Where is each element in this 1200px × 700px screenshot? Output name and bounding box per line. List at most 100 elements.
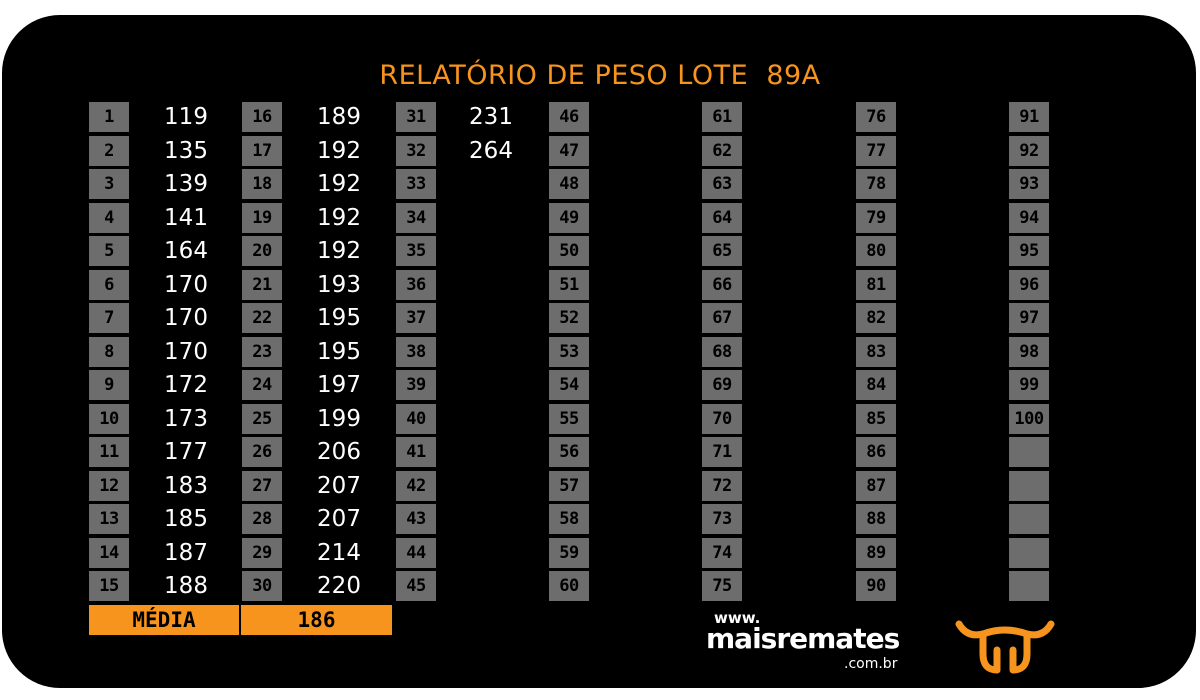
index-cell: 33 — [396, 169, 436, 199]
weight-value: 177 — [164, 439, 208, 465]
index-cell: 87 — [856, 471, 896, 501]
index-cell: 5 — [89, 236, 129, 266]
weight-value: 141 — [164, 205, 208, 231]
average-value: 186 — [241, 605, 392, 635]
index-cell: 29 — [242, 538, 282, 568]
index-cell: 74 — [702, 538, 742, 568]
weight-value: 139 — [164, 171, 208, 197]
index-cell: 79 — [856, 203, 896, 233]
index-cell: 36 — [396, 270, 436, 300]
index-cell: 12 — [89, 471, 129, 501]
average-label: MÉDIA — [89, 605, 239, 635]
report-title: RELATÓRIO DE PESO LOTE 89A — [379, 60, 821, 91]
index-cell: 77 — [856, 136, 896, 166]
index-cell: 63 — [702, 169, 742, 199]
index-cell: 35 — [396, 236, 436, 266]
weight-value: 172 — [164, 372, 208, 398]
weight-value: 189 — [317, 104, 361, 130]
index-cell: 69 — [702, 370, 742, 400]
index-cell: 73 — [702, 504, 742, 534]
empty-index-cell — [1009, 437, 1049, 467]
logo-www: www. — [714, 609, 761, 627]
index-cell: 76 — [856, 102, 896, 132]
index-cell: 38 — [396, 337, 436, 367]
index-cell: 3 — [89, 169, 129, 199]
index-cell: 80 — [856, 236, 896, 266]
index-cell: 43 — [396, 504, 436, 534]
weight-value: 119 — [164, 104, 208, 130]
index-cell: 15 — [89, 571, 129, 601]
index-cell: 21 — [242, 270, 282, 300]
index-cell: 99 — [1009, 370, 1049, 400]
index-cell: 66 — [702, 270, 742, 300]
index-cell: 51 — [549, 270, 589, 300]
index-cell: 72 — [702, 471, 742, 501]
empty-index-cell — [1009, 471, 1049, 501]
index-cell: 89 — [856, 538, 896, 568]
index-cell: 45 — [396, 571, 436, 601]
index-cell: 6 — [89, 270, 129, 300]
index-cell: 71 — [702, 437, 742, 467]
weight-value: 214 — [317, 540, 361, 566]
weight-value: 207 — [317, 506, 361, 532]
index-cell: 92 — [1009, 136, 1049, 166]
index-cell: 42 — [396, 471, 436, 501]
empty-index-cell — [1009, 538, 1049, 568]
index-cell: 28 — [242, 504, 282, 534]
index-cell: 1 — [89, 102, 129, 132]
weight-value: 197 — [317, 372, 361, 398]
weight-value: 170 — [164, 305, 208, 331]
index-cell: 96 — [1009, 270, 1049, 300]
index-cell: 95 — [1009, 236, 1049, 266]
index-cell: 46 — [549, 102, 589, 132]
index-cell: 75 — [702, 571, 742, 601]
index-cell: 91 — [1009, 102, 1049, 132]
index-cell: 39 — [396, 370, 436, 400]
weight-value: 192 — [317, 138, 361, 164]
index-cell: 90 — [856, 571, 896, 601]
index-cell: 22 — [242, 303, 282, 333]
index-cell: 57 — [549, 471, 589, 501]
index-cell: 81 — [856, 270, 896, 300]
weight-value: 170 — [164, 339, 208, 365]
weight-value: 192 — [317, 238, 361, 264]
weight-value: 192 — [317, 205, 361, 231]
logo-domain: .com.br — [844, 656, 898, 672]
index-cell: 34 — [396, 203, 436, 233]
index-cell: 62 — [702, 136, 742, 166]
index-cell: 86 — [856, 437, 896, 467]
index-cell: 68 — [702, 337, 742, 367]
index-cell: 37 — [396, 303, 436, 333]
index-cell: 26 — [242, 437, 282, 467]
index-cell: 52 — [549, 303, 589, 333]
index-cell: 84 — [856, 370, 896, 400]
index-cell: 41 — [396, 437, 436, 467]
index-cell: 40 — [396, 404, 436, 434]
index-cell: 60 — [549, 571, 589, 601]
index-cell: 18 — [242, 169, 282, 199]
index-cell: 32 — [396, 136, 436, 166]
index-cell: 85 — [856, 404, 896, 434]
weight-value: 183 — [164, 473, 208, 499]
weight-value: 220 — [317, 573, 361, 599]
index-cell: 83 — [856, 337, 896, 367]
index-cell: 53 — [549, 337, 589, 367]
index-cell: 27 — [242, 471, 282, 501]
weight-value: 164 — [164, 238, 208, 264]
index-cell: 24 — [242, 370, 282, 400]
index-cell: 54 — [549, 370, 589, 400]
empty-index-cell — [1009, 504, 1049, 534]
index-cell: 23 — [242, 337, 282, 367]
index-cell: 44 — [396, 538, 436, 568]
index-cell: 8 — [89, 337, 129, 367]
index-cell: 58 — [549, 504, 589, 534]
index-cell: 98 — [1009, 337, 1049, 367]
weight-value: 188 — [164, 573, 208, 599]
index-cell: 64 — [702, 203, 742, 233]
bull-head-icon — [955, 620, 1055, 674]
weight-value: 199 — [317, 406, 361, 432]
index-cell: 19 — [242, 203, 282, 233]
weight-value: 170 — [164, 272, 208, 298]
index-cell: 94 — [1009, 203, 1049, 233]
index-cell: 78 — [856, 169, 896, 199]
